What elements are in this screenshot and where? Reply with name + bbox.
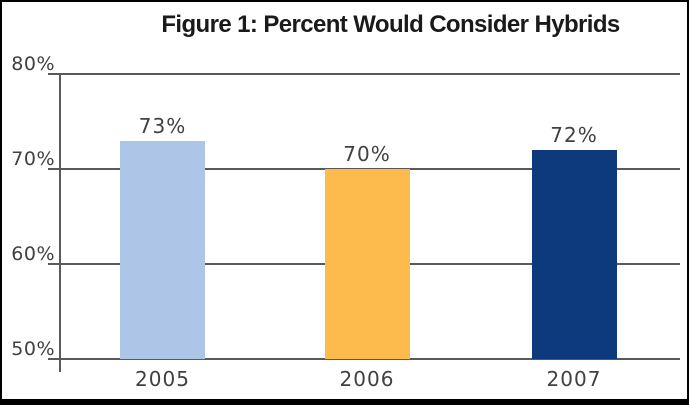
bar-2007 [531, 150, 617, 359]
x-category-label: 2006 [339, 367, 395, 391]
y-axis-tick-label: 80% [11, 53, 55, 75]
figure-title: Figure 1: Percent Would Consider Hybrids [161, 11, 620, 38]
gridline [48, 73, 680, 75]
bar-value-label: 70% [343, 142, 391, 166]
x-category-label: 2007 [546, 367, 602, 391]
bar-value-label: 73% [138, 113, 187, 138]
bar-value-label: 72% [550, 123, 598, 147]
y-axis-tick-label: 60% [11, 243, 55, 265]
gridline [48, 358, 680, 360]
bar-2005 [120, 140, 205, 359]
y-axis-tick-label: 50% [11, 338, 55, 360]
x-category-label: 2005 [135, 367, 190, 391]
y-axis-line [59, 74, 61, 372]
bar-2006 [324, 169, 410, 359]
y-axis-tick-label: 70% [11, 148, 55, 170]
